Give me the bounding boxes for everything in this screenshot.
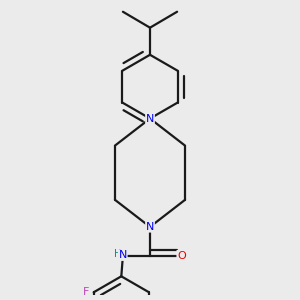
Text: N: N (118, 250, 127, 260)
Text: N: N (146, 113, 154, 124)
Text: F: F (83, 286, 90, 297)
Text: H: H (114, 249, 121, 259)
Text: N: N (146, 222, 154, 232)
Text: O: O (177, 250, 186, 261)
